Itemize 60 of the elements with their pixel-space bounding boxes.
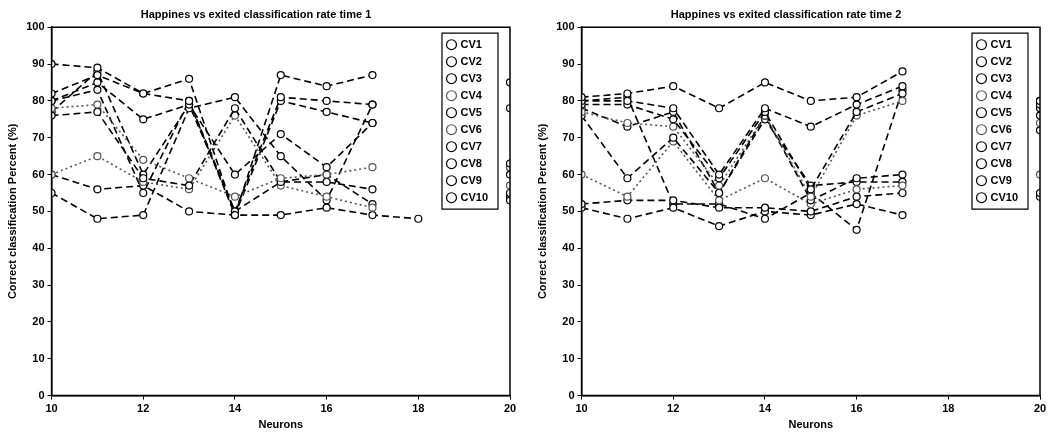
x-tick-label: 10 xyxy=(45,402,58,415)
x-tick-label: 20 xyxy=(1033,402,1047,415)
y-tick-label: 30 xyxy=(562,278,575,291)
x-tick-label: 14 xyxy=(758,402,772,415)
x-tick-label: 10 xyxy=(575,402,588,415)
y-axis-title: Correct classification Percent (%) xyxy=(5,123,18,300)
x-tick-label: 12 xyxy=(137,402,150,415)
legend-label: CV3 xyxy=(460,71,482,84)
legend-label: CV9 xyxy=(460,173,482,186)
x-tick-label: 20 xyxy=(503,402,517,415)
legend-label: CV4 xyxy=(460,88,483,101)
x-tick-label: 18 xyxy=(412,402,425,415)
legend-label: CV8 xyxy=(460,156,482,169)
legend-label: CV10 xyxy=(460,190,489,203)
legend-label: CV7 xyxy=(460,139,482,152)
y-tick-label: 60 xyxy=(562,167,575,180)
legend-label: CV6 xyxy=(990,122,1012,135)
y-tick-label: 10 xyxy=(562,351,575,364)
legend-label: CV2 xyxy=(460,54,482,67)
y-tick-label: 10 xyxy=(32,351,45,364)
y-tick-label: 100 xyxy=(26,20,45,33)
legend-label: CV3 xyxy=(990,71,1012,84)
y-tick-label: 20 xyxy=(32,314,45,327)
legend-label: CV6 xyxy=(460,122,482,135)
legend-label: CV5 xyxy=(460,105,482,118)
y-tick-label: 70 xyxy=(562,130,575,143)
y-tick-label: 90 xyxy=(32,57,45,70)
y-tick-label: 40 xyxy=(32,241,45,254)
y-tick-label: 80 xyxy=(32,93,45,106)
y-tick-label: 0 xyxy=(38,388,45,401)
x-tick-label: 12 xyxy=(667,402,680,415)
legend-label: CV5 xyxy=(990,105,1012,118)
y-tick-label: 20 xyxy=(562,314,575,327)
legend-label: CV4 xyxy=(990,88,1013,101)
x-tick-label: 14 xyxy=(228,402,242,415)
x-tick-label: 16 xyxy=(850,402,863,415)
legend-label: CV2 xyxy=(990,54,1012,67)
legend-label: CV1 xyxy=(460,37,482,50)
y-tick-label: 40 xyxy=(562,241,575,254)
legend-label: CV8 xyxy=(990,156,1012,169)
y-axis-title: Correct classification Percent (%) xyxy=(535,123,548,300)
x-tick-label: 16 xyxy=(320,402,333,415)
y-tick-label: 100 xyxy=(556,20,575,33)
x-axis-title: Neurons xyxy=(788,418,834,431)
y-tick-label: 90 xyxy=(562,57,575,70)
x-axis-title: Neurons xyxy=(258,418,304,431)
y-tick-label: 50 xyxy=(32,204,45,217)
y-tick-label: 80 xyxy=(562,93,575,106)
chart-title: Happines vs exited classification rate time 1 xyxy=(140,7,372,20)
y-tick-label: 60 xyxy=(32,167,45,180)
legend-label: CV7 xyxy=(990,139,1012,152)
x-tick-label: 18 xyxy=(942,402,955,415)
legend-label: CV9 xyxy=(990,173,1012,186)
y-tick-label: 50 xyxy=(562,204,575,217)
y-tick-label: 70 xyxy=(32,130,45,143)
chart-title: Happines vs exited classification rate time 2 xyxy=(670,7,902,20)
legend-label: CV10 xyxy=(990,190,1019,203)
y-tick-label: 30 xyxy=(32,278,45,291)
legend-label: CV1 xyxy=(990,37,1012,50)
y-tick-label: 0 xyxy=(568,388,575,401)
